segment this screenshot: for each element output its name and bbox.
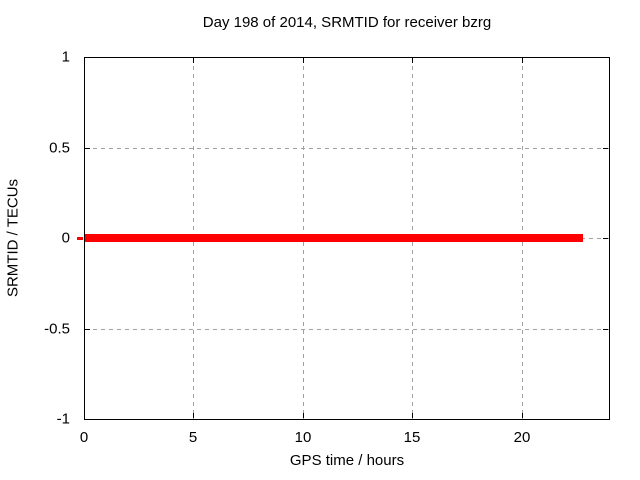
y-tick-label: 0.5 <box>49 139 70 157</box>
grid-line-horizontal <box>85 329 609 330</box>
y-axis-label: SRMTID / TECUs <box>4 178 22 298</box>
x-tick-mark-bottom <box>522 413 523 418</box>
x-tick-label: 10 <box>294 429 312 446</box>
x-axis-label: GPS time / hours <box>289 452 405 469</box>
x-tick-mark-top <box>412 58 413 63</box>
x-tick-label: 20 <box>513 429 531 446</box>
y-tick-mark-left <box>85 329 90 330</box>
x-tick-label: 15 <box>403 429 421 446</box>
y-tick-label: 1 <box>61 48 70 66</box>
y-tick-mark-right <box>603 148 608 149</box>
x-tick-mark-bottom <box>412 413 413 418</box>
x-tick-mark-top <box>193 58 194 63</box>
x-tick-mark-top <box>522 58 523 63</box>
data-line <box>84 234 583 242</box>
y-tick-label: -1 <box>56 410 70 428</box>
y-tick-label: 0 <box>61 229 70 247</box>
x-tick-mark-bottom <box>303 413 304 418</box>
grid-line-horizontal <box>85 148 609 149</box>
x-tick-mark-bottom <box>193 413 194 418</box>
x-tick-mark-top <box>303 58 304 63</box>
y-tick-mark-left <box>85 148 90 149</box>
y-tick-mark-right <box>603 329 608 330</box>
data-line-left-cap <box>77 237 83 240</box>
plot-border-frame <box>84 57 610 420</box>
y-tick-label: -0.5 <box>44 320 70 338</box>
x-tick-label: 0 <box>79 429 89 446</box>
x-tick-label: 5 <box>188 429 198 446</box>
y-tick-mark-right <box>603 238 608 239</box>
chart-title: Day 198 of 2014, SRMTID for receiver bzr… <box>202 14 492 31</box>
